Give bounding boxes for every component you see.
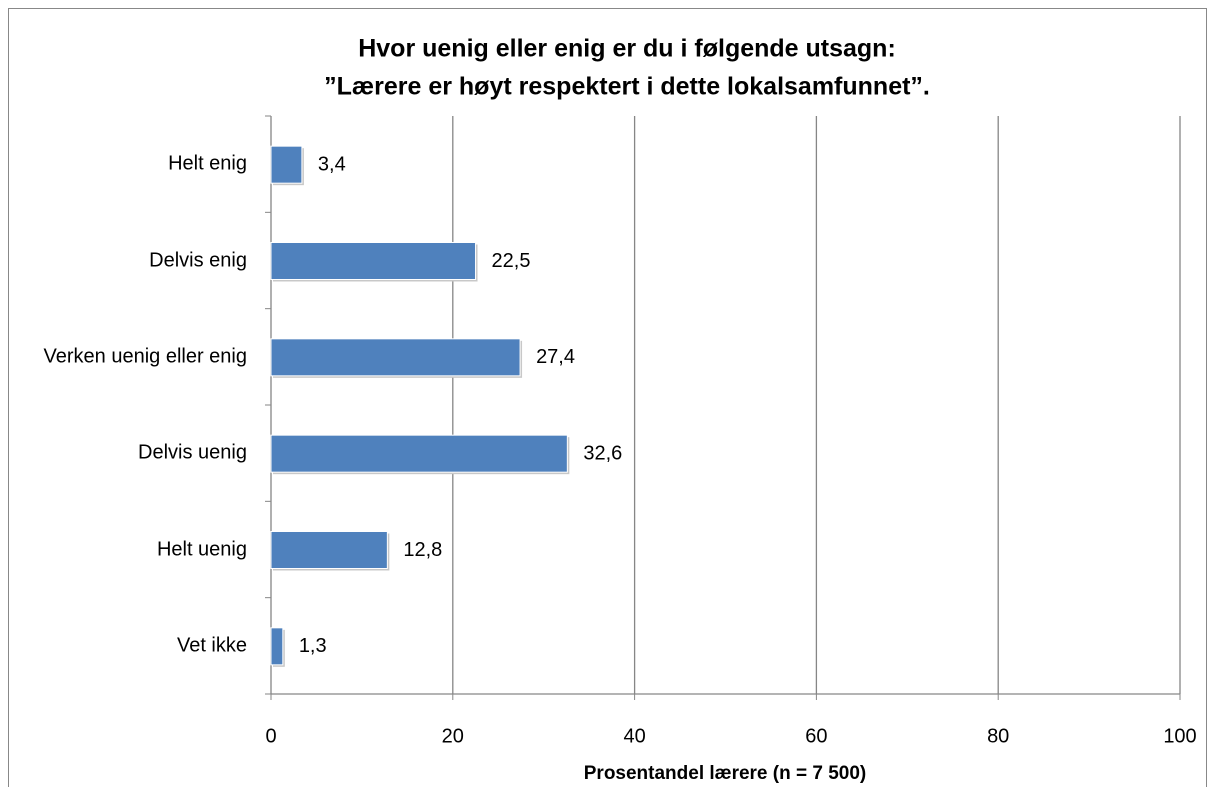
y-tick-label: Vet ikke	[176, 634, 247, 657]
bar	[270, 434, 568, 473]
y-tick-label: Helt uenig	[156, 538, 247, 560]
data-label: 22,5	[492, 250, 531, 272]
x-tick-label: 60	[805, 725, 827, 747]
bar	[270, 242, 477, 280]
chart-title: ”Lærere er høyt respektert i dette lokal…	[324, 73, 930, 101]
data-label: 1,3	[299, 635, 327, 657]
x-tick-label: 0	[265, 725, 276, 747]
bar	[270, 145, 303, 184]
data-label: 32,6	[583, 442, 622, 464]
x-axis-label: Prosentandel lærere (n = 7 500)	[584, 763, 866, 784]
y-tick-label: Delvis uenig	[138, 441, 247, 464]
y-tick-label: Helt enig	[168, 152, 247, 175]
data-label: 12,8	[403, 539, 442, 561]
bar	[270, 338, 521, 377]
x-tick-label: 20	[442, 725, 464, 747]
chart-title: Hvor uenig eller enig er du i følgende u…	[358, 35, 896, 63]
chart-frame	[8, 8, 1207, 787]
y-tick-label: Delvis enig	[149, 249, 247, 271]
bar	[270, 627, 284, 666]
y-tick-label: Verken uenig eller enig	[43, 345, 247, 368]
x-tick-label: 100	[1163, 725, 1196, 747]
data-label: 3,4	[318, 153, 346, 175]
bar	[270, 531, 388, 569]
data-label: 27,4	[536, 346, 575, 368]
x-tick-label: 80	[987, 725, 1009, 747]
x-tick-label: 40	[623, 725, 645, 747]
